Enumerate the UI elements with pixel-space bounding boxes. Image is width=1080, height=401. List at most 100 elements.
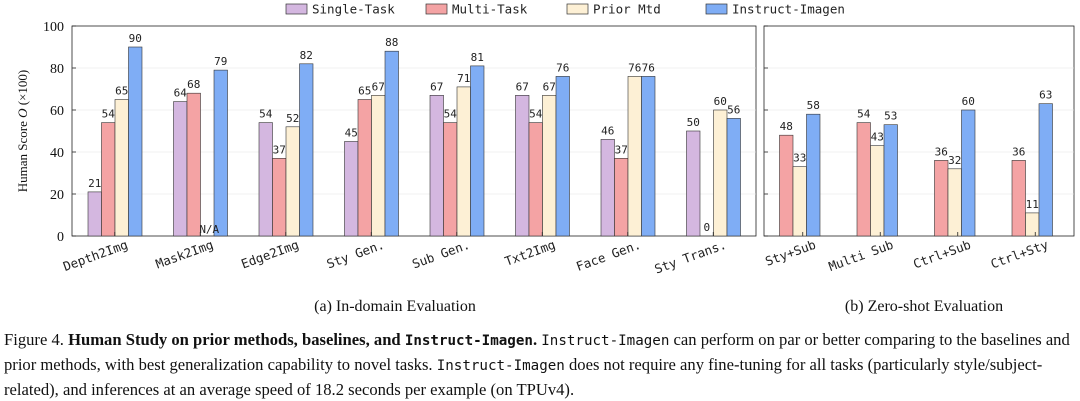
bar-sub-gen-instruct-imagen xyxy=(470,65,485,237)
bar-multi-sub-multi-task xyxy=(856,122,871,237)
data-label-sub-gen-prior-mtd: 71 xyxy=(457,72,470,85)
bar-edge2img-multi-task xyxy=(272,158,287,237)
bar-txt2img-single-task xyxy=(515,95,530,237)
bar-sty-gen-prior-mtd xyxy=(371,95,386,237)
legend-label-multi-task: Multi-Task xyxy=(452,2,528,17)
y-tick-label-80: 80 xyxy=(50,62,64,77)
axes-frame-zero-shot xyxy=(763,25,1075,237)
x-tick-label-multi-sub: Multi Sub xyxy=(826,237,895,274)
bar-mask2img-instruct-imagen xyxy=(213,69,228,237)
bar-sty-sub-multi-task xyxy=(779,134,794,237)
bar-ctrl-sty-multi-task xyxy=(1011,160,1026,237)
x-tick-label-sty-trans: Sty Trans. xyxy=(652,237,728,277)
x-tick-label-sty-sub: Sty+Sub xyxy=(763,237,818,269)
bar-face-gen-prior-mtd xyxy=(627,76,642,237)
legend-swatch-multi-task xyxy=(425,3,448,15)
data-label-multi-sub-multi-task: 54 xyxy=(857,108,871,121)
data-label-face-gen-prior-mtd: 76 xyxy=(628,61,641,74)
x-tick-label-mask2img: Mask2Img xyxy=(154,237,216,272)
caption-label: Figure 4. xyxy=(4,330,64,349)
data-label-edge2img-instruct-imagen: 82 xyxy=(300,49,313,62)
data-label-sty-sub-prior-mtd: 33 xyxy=(793,152,806,165)
data-label-ctrl-sty-instruct-imagen: 63 xyxy=(1039,89,1052,102)
bar-txt2img-multi-task xyxy=(528,122,543,237)
x-tick-label-sub-gen: Sub Gen. xyxy=(410,237,472,272)
legend-swatch-prior-mtd xyxy=(566,3,589,15)
data-label-sub-gen-instruct-imagen: 81 xyxy=(471,51,484,64)
bar-sty-trans-instruct-imagen xyxy=(726,118,741,237)
data-label-face-gen-multi-task: 37 xyxy=(615,143,628,156)
panel-a-title: (a) In-domain Evaluation xyxy=(314,298,476,315)
bar-mask2img-single-task xyxy=(173,101,188,237)
bar-depth2img-prior-mtd xyxy=(114,99,129,237)
legend: Single-Task Multi-Task Prior Mtd Instruct-I… xyxy=(285,2,845,17)
data-label-multi-sub-instruct-imagen: 53 xyxy=(884,110,897,123)
data-label-txt2img-multi-task: 54 xyxy=(529,108,543,121)
data-label-sub-gen-single-task: 67 xyxy=(430,80,443,93)
bar-txt2img-prior-mtd xyxy=(542,95,557,237)
x-tick-label-sty-gen: Sty Gen. xyxy=(325,237,387,272)
data-label-sty-trans-multi-task: 0 xyxy=(703,221,710,234)
data-label-edge2img-prior-mtd: 52 xyxy=(286,112,299,125)
x-tick-label-depth2img: Depth2Img xyxy=(61,237,130,274)
x-tick-label-ctrl-sub: Ctrl+Sub xyxy=(911,237,973,272)
bar-sty-trans-single-task xyxy=(686,130,701,237)
bar-sty-gen-single-task xyxy=(344,141,359,237)
data-label-sty-gen-prior-mtd: 67 xyxy=(372,80,385,93)
bar-ctrl-sty-prior-mtd xyxy=(1025,212,1040,237)
annotation-mask2img-prior-mtd: N/A xyxy=(199,223,219,236)
legend-label-instruct-imagen: Instruct-Imagen xyxy=(732,2,845,17)
data-label-ctrl-sub-multi-task: 36 xyxy=(935,145,948,158)
bar-sub-gen-single-task xyxy=(429,95,444,237)
y-tick-label-100: 100 xyxy=(43,20,64,35)
y-tick-label-60: 60 xyxy=(50,104,64,119)
caption-text-2: does not require any fine-tuning for all… xyxy=(4,355,1043,399)
data-label-sty-trans-single-task: 50 xyxy=(687,116,700,129)
x-tick-label-face-gen: Face Gen. xyxy=(574,237,643,274)
data-label-sty-sub-multi-task: 48 xyxy=(780,120,793,133)
bar-edge2img-prior-mtd xyxy=(285,126,300,237)
x-tick-label-ctrl-sty: Ctrl+Sty xyxy=(989,237,1051,272)
data-label-sty-sub-instruct-imagen: 58 xyxy=(807,99,820,112)
bar-multi-sub-instruct-imagen xyxy=(883,124,898,237)
bar-multi-sub-prior-mtd xyxy=(870,145,885,237)
bar-depth2img-single-task xyxy=(87,191,102,237)
bar-edge2img-instruct-imagen xyxy=(299,63,314,237)
x-tick-label-txt2img: Txt2Img xyxy=(503,237,558,269)
legend-swatch-single-task xyxy=(285,3,308,15)
data-label-depth2img-single-task: 21 xyxy=(88,177,101,190)
data-label-edge2img-multi-task: 37 xyxy=(273,143,286,156)
x-tick-label-edge2img: Edge2Img xyxy=(239,237,301,272)
data-label-depth2img-prior-mtd: 65 xyxy=(115,85,128,98)
data-label-mask2img-single-task: 64 xyxy=(174,87,188,100)
data-label-ctrl-sty-multi-task: 36 xyxy=(1012,145,1025,158)
data-label-depth2img-instruct-imagen: 90 xyxy=(129,32,142,45)
caption-text-1: can perform on par or better comparing t… xyxy=(4,330,1070,374)
data-label-txt2img-single-task: 67 xyxy=(516,80,529,93)
data-label-edge2img-single-task: 54 xyxy=(259,108,273,121)
bar-edge2img-single-task xyxy=(258,122,273,237)
bar-depth2img-instruct-imagen xyxy=(128,46,143,237)
bar-mask2img-multi-task xyxy=(186,92,201,237)
bar-face-gen-instruct-imagen xyxy=(641,76,656,237)
panel-b-title: (b) Zero-shot Evaluation xyxy=(845,298,1003,315)
axes-frame-in-domain xyxy=(71,25,757,237)
bar-ctrl-sub-prior-mtd xyxy=(947,168,962,237)
data-label-txt2img-prior-mtd: 67 xyxy=(543,80,556,93)
y-tick-label-20: 20 xyxy=(50,188,64,203)
data-label-mask2img-instruct-imagen: 79 xyxy=(214,55,227,68)
data-label-face-gen-instruct-imagen: 76 xyxy=(642,61,655,74)
bar-sty-trans-prior-mtd xyxy=(713,109,728,237)
figure-chart: Single-Task Multi-Task Prior Mtd Instruct-I… xyxy=(15,2,1075,315)
data-label-sub-gen-multi-task: 54 xyxy=(444,108,458,121)
caption-model-name-1: Instruct-Imagen xyxy=(541,333,670,349)
caption-model-name-2: Instruct-Imagen xyxy=(436,358,565,374)
data-label-depth2img-multi-task: 54 xyxy=(102,108,116,121)
bar-ctrl-sty-instruct-imagen xyxy=(1038,103,1053,237)
legend-swatch-instruct-imagen xyxy=(705,3,728,15)
data-label-txt2img-instruct-imagen: 76 xyxy=(556,61,569,74)
data-label-sty-trans-prior-mtd: 60 xyxy=(714,95,727,108)
bar-ctrl-sub-instruct-imagen xyxy=(961,109,976,237)
data-label-mask2img-multi-task: 68 xyxy=(187,78,200,91)
